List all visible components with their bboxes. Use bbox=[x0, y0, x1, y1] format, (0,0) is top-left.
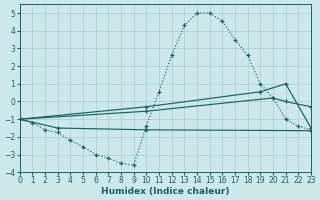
X-axis label: Humidex (Indice chaleur): Humidex (Indice chaleur) bbox=[101, 187, 229, 196]
